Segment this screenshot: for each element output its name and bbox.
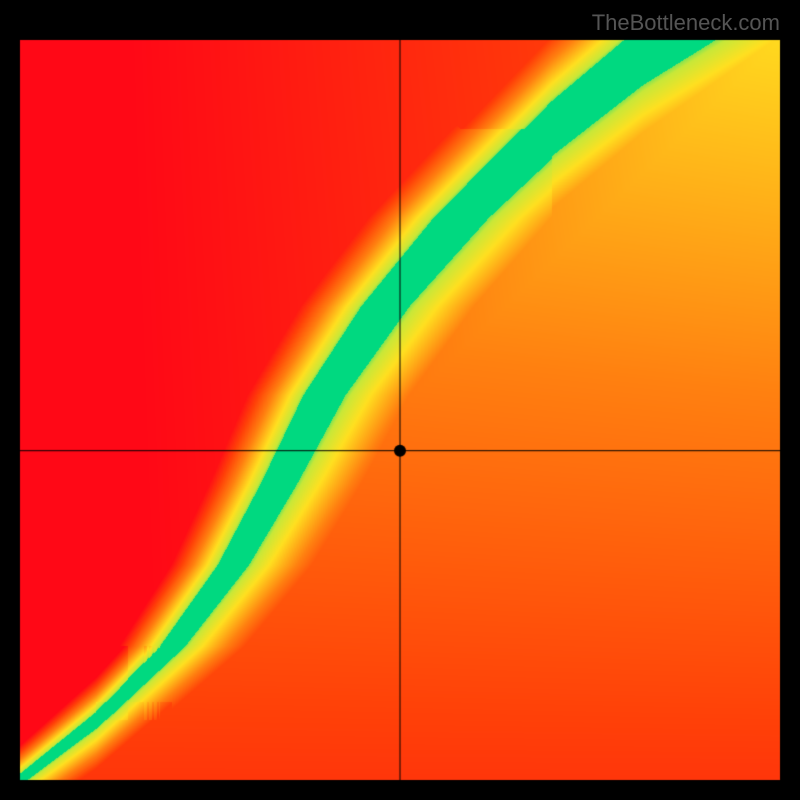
heatmap-canvas	[0, 0, 800, 800]
watermark-text: TheBottleneck.com	[592, 10, 780, 36]
chart-container: TheBottleneck.com	[0, 0, 800, 800]
